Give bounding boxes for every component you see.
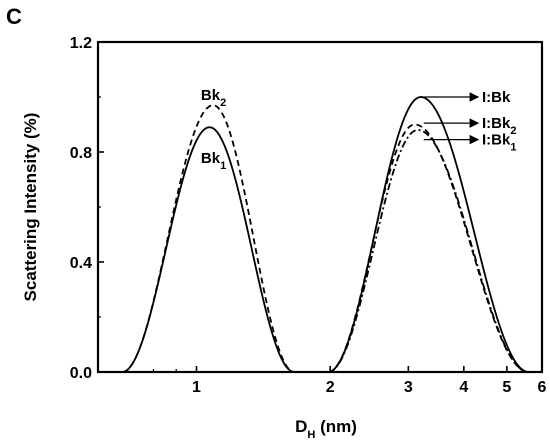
x-tick-label: 1 — [192, 379, 201, 396]
x-tick-label: 2 — [326, 379, 335, 396]
y-tick-label: 0.0 — [70, 365, 92, 382]
plot-area — [96, 40, 544, 374]
x-tick-label: 6 — [538, 379, 547, 396]
annotation-label: I:Bk1 — [482, 132, 516, 154]
y-tick-label: 0.4 — [70, 255, 92, 272]
panel-label: C — [6, 4, 22, 29]
annotation-label: Bk2 — [201, 87, 226, 109]
annotation-label: Bk1 — [201, 150, 226, 172]
x-axis-label: DH (nm) — [295, 417, 357, 441]
series-1-line — [328, 96, 529, 373]
series-2-line — [328, 123, 529, 373]
annotation-label: I:Bk2 — [482, 115, 516, 137]
series-1-line — [122, 126, 295, 373]
x-tick-label: 4 — [459, 379, 468, 396]
axis-ticks: 1 2 3 4 5 6 0.0 0.4 0.8 1.2 — [70, 35, 547, 396]
y-tick-label: 0.8 — [70, 145, 92, 162]
x-tick-label: 5 — [502, 379, 511, 396]
y-tick-label: 1.2 — [70, 35, 92, 52]
series-layer — [122, 96, 529, 373]
plot-frame — [96, 40, 544, 374]
series-2-line — [122, 104, 295, 373]
annotation-label: I:Bk — [482, 89, 511, 106]
y-axis-label: Scattering Intensity (%) — [21, 113, 40, 302]
x-tick-label: 3 — [404, 379, 413, 396]
series-3-line — [328, 129, 529, 373]
